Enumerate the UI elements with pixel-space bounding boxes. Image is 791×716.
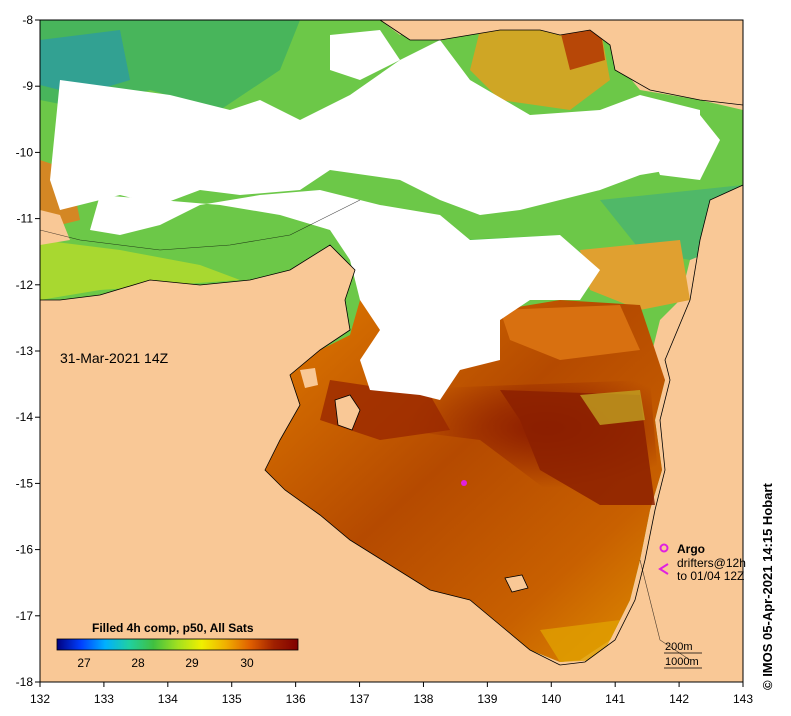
drifters-period-label: to 01/04 12Z	[677, 569, 744, 583]
lat-tick-label: -18	[16, 675, 34, 689]
lon-tick-label: 137	[350, 692, 370, 706]
lon-tick-label: 143	[733, 692, 753, 706]
lat-tick-label: -15	[16, 476, 34, 490]
drifters-legend-label: drifters@12h	[677, 556, 746, 570]
lon-tick-label: 133	[94, 692, 114, 706]
lon-tick-label: 140	[541, 692, 561, 706]
colorbar-ticks: 27 28 29 30	[77, 656, 254, 670]
depth-200m-label: 200m	[665, 641, 693, 653]
no-data-region-central	[90, 190, 600, 400]
date-label: 31-Mar-2021 14Z	[60, 350, 169, 366]
lat-tick-label: -9	[22, 79, 33, 93]
drifter-track-icon	[658, 563, 669, 575]
mornington-island-land	[505, 575, 528, 592]
lat-tick-label: -11	[17, 212, 34, 226]
lon-tick-label: 136	[286, 692, 306, 706]
latitude-axis: -8 -9 -10 -11 -12 -13 -14 -15 -16 -17 -18	[16, 13, 40, 689]
longitude-axis: 132 133 134 135 136 137 138 139 140 141 142 143	[30, 682, 753, 706]
cape-york-land	[560, 185, 743, 682]
colorbar-title: Filled 4h comp, p50, All Sats	[92, 621, 254, 635]
lat-tick-label: -10	[16, 145, 34, 159]
colorbar-tick-label: 29	[185, 656, 199, 670]
argo-legend-label: Argo	[677, 542, 705, 556]
lat-tick-label: -16	[16, 543, 34, 557]
lon-tick-label: 138	[413, 692, 433, 706]
lat-tick-label: -13	[16, 344, 34, 358]
lat-tick-label: -14	[16, 410, 34, 424]
lon-tick-label: 141	[605, 692, 625, 706]
lon-tick-label: 134	[158, 692, 178, 706]
colorbar-tick-label: 30	[240, 656, 254, 670]
imos-credit: © IMOS 05-Apr-2021 14:15 Hobart	[760, 483, 775, 690]
groote-eylandt-land	[335, 395, 360, 430]
colorbar-tick-label: 27	[77, 656, 91, 670]
northern-territory-land	[40, 245, 560, 682]
lat-tick-label: -17	[16, 609, 34, 623]
colorbar-tick-label: 28	[131, 656, 145, 670]
depth-1000m-label: 1000m	[665, 656, 699, 668]
lon-tick-label: 142	[669, 692, 689, 706]
argo-float-marker	[461, 480, 467, 486]
lat-tick-label: -8	[22, 13, 33, 27]
lon-tick-label: 135	[222, 692, 242, 706]
map-area	[40, 20, 743, 682]
lon-tick-label: 132	[30, 692, 50, 706]
argo-legend-icon	[659, 543, 669, 553]
papua-new-guinea-land	[380, 20, 743, 105]
lat-tick-label: -12	[16, 278, 34, 292]
colorbar	[56, 638, 299, 651]
lon-tick-label: 139	[477, 692, 497, 706]
